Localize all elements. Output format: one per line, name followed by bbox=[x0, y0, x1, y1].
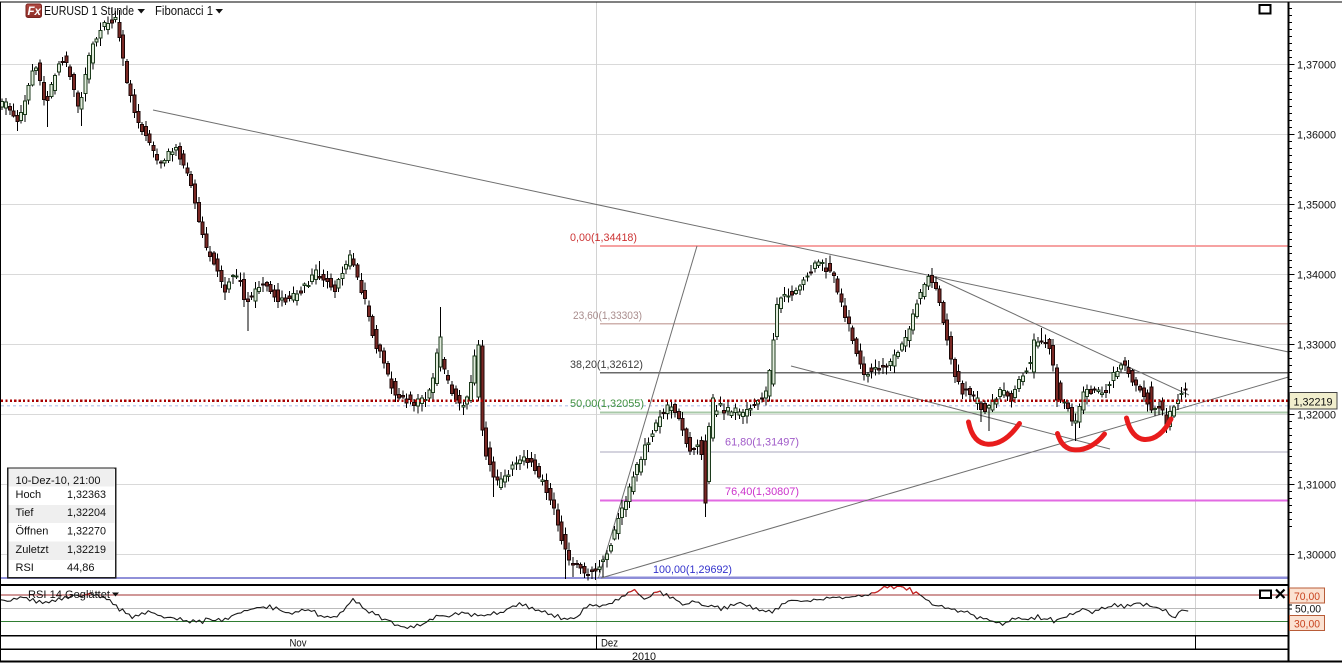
svg-text:1,35000: 1,35000 bbox=[1297, 200, 1336, 212]
svg-text:Fx: Fx bbox=[28, 6, 42, 18]
svg-text:0,00(1,34418): 0,00(1,34418) bbox=[570, 232, 637, 244]
svg-text:1,32000: 1,32000 bbox=[1297, 410, 1336, 422]
svg-text:1,32363: 1,32363 bbox=[67, 489, 106, 501]
svg-text:76,40(1,30807): 76,40(1,30807) bbox=[725, 486, 799, 498]
svg-text:1,37000: 1,37000 bbox=[1297, 60, 1336, 72]
svg-text:1,36000: 1,36000 bbox=[1297, 130, 1336, 142]
svg-text:RSI: RSI bbox=[16, 562, 34, 574]
svg-text:38,20(1,32612): 38,20(1,32612) bbox=[570, 359, 643, 371]
svg-text:2010: 2010 bbox=[632, 651, 656, 663]
svg-text:50,00(1,32055): 50,00(1,32055) bbox=[570, 398, 644, 410]
svg-text:1,33000: 1,33000 bbox=[1297, 340, 1336, 352]
svg-text:1,32219: 1,32219 bbox=[1294, 396, 1333, 408]
svg-text:Dez: Dez bbox=[601, 637, 618, 649]
svg-text:100,00(1,29692): 100,00(1,29692) bbox=[653, 564, 732, 576]
svg-text:1,32204: 1,32204 bbox=[67, 507, 106, 519]
svg-text:1,32270: 1,32270 bbox=[67, 526, 106, 538]
svg-text:Tief: Tief bbox=[16, 507, 35, 519]
svg-text:44,86: 44,86 bbox=[67, 562, 95, 574]
svg-text:1,32219: 1,32219 bbox=[67, 544, 106, 556]
svg-text:Hoch: Hoch bbox=[16, 489, 42, 501]
svg-text:10-Dez-10, 21:00: 10-Dez-10, 21:00 bbox=[16, 475, 101, 487]
svg-text:70,00: 70,00 bbox=[1294, 591, 1320, 603]
svg-text:1,30000: 1,30000 bbox=[1297, 550, 1336, 562]
svg-text:50,00: 50,00 bbox=[1295, 603, 1321, 615]
svg-text:30,00: 30,00 bbox=[1294, 618, 1320, 630]
svg-text:61,80(1,31497): 61,80(1,31497) bbox=[725, 436, 799, 448]
svg-text:1,34000: 1,34000 bbox=[1297, 270, 1336, 282]
svg-text:1,31000: 1,31000 bbox=[1297, 480, 1336, 492]
svg-text:23,60(1,33303): 23,60(1,33303) bbox=[573, 310, 642, 322]
svg-text:Fibonacci 1: Fibonacci 1 bbox=[155, 3, 213, 18]
svg-text:Öffnen: Öffnen bbox=[16, 526, 49, 538]
svg-text:Zuletzt: Zuletzt bbox=[16, 544, 49, 556]
svg-text:RSI 14 Geglättet: RSI 14 Geglättet bbox=[28, 589, 110, 601]
svg-text:EURUSD 1 Stunde: EURUSD 1 Stunde bbox=[44, 3, 134, 18]
svg-text:Nov: Nov bbox=[290, 637, 307, 649]
